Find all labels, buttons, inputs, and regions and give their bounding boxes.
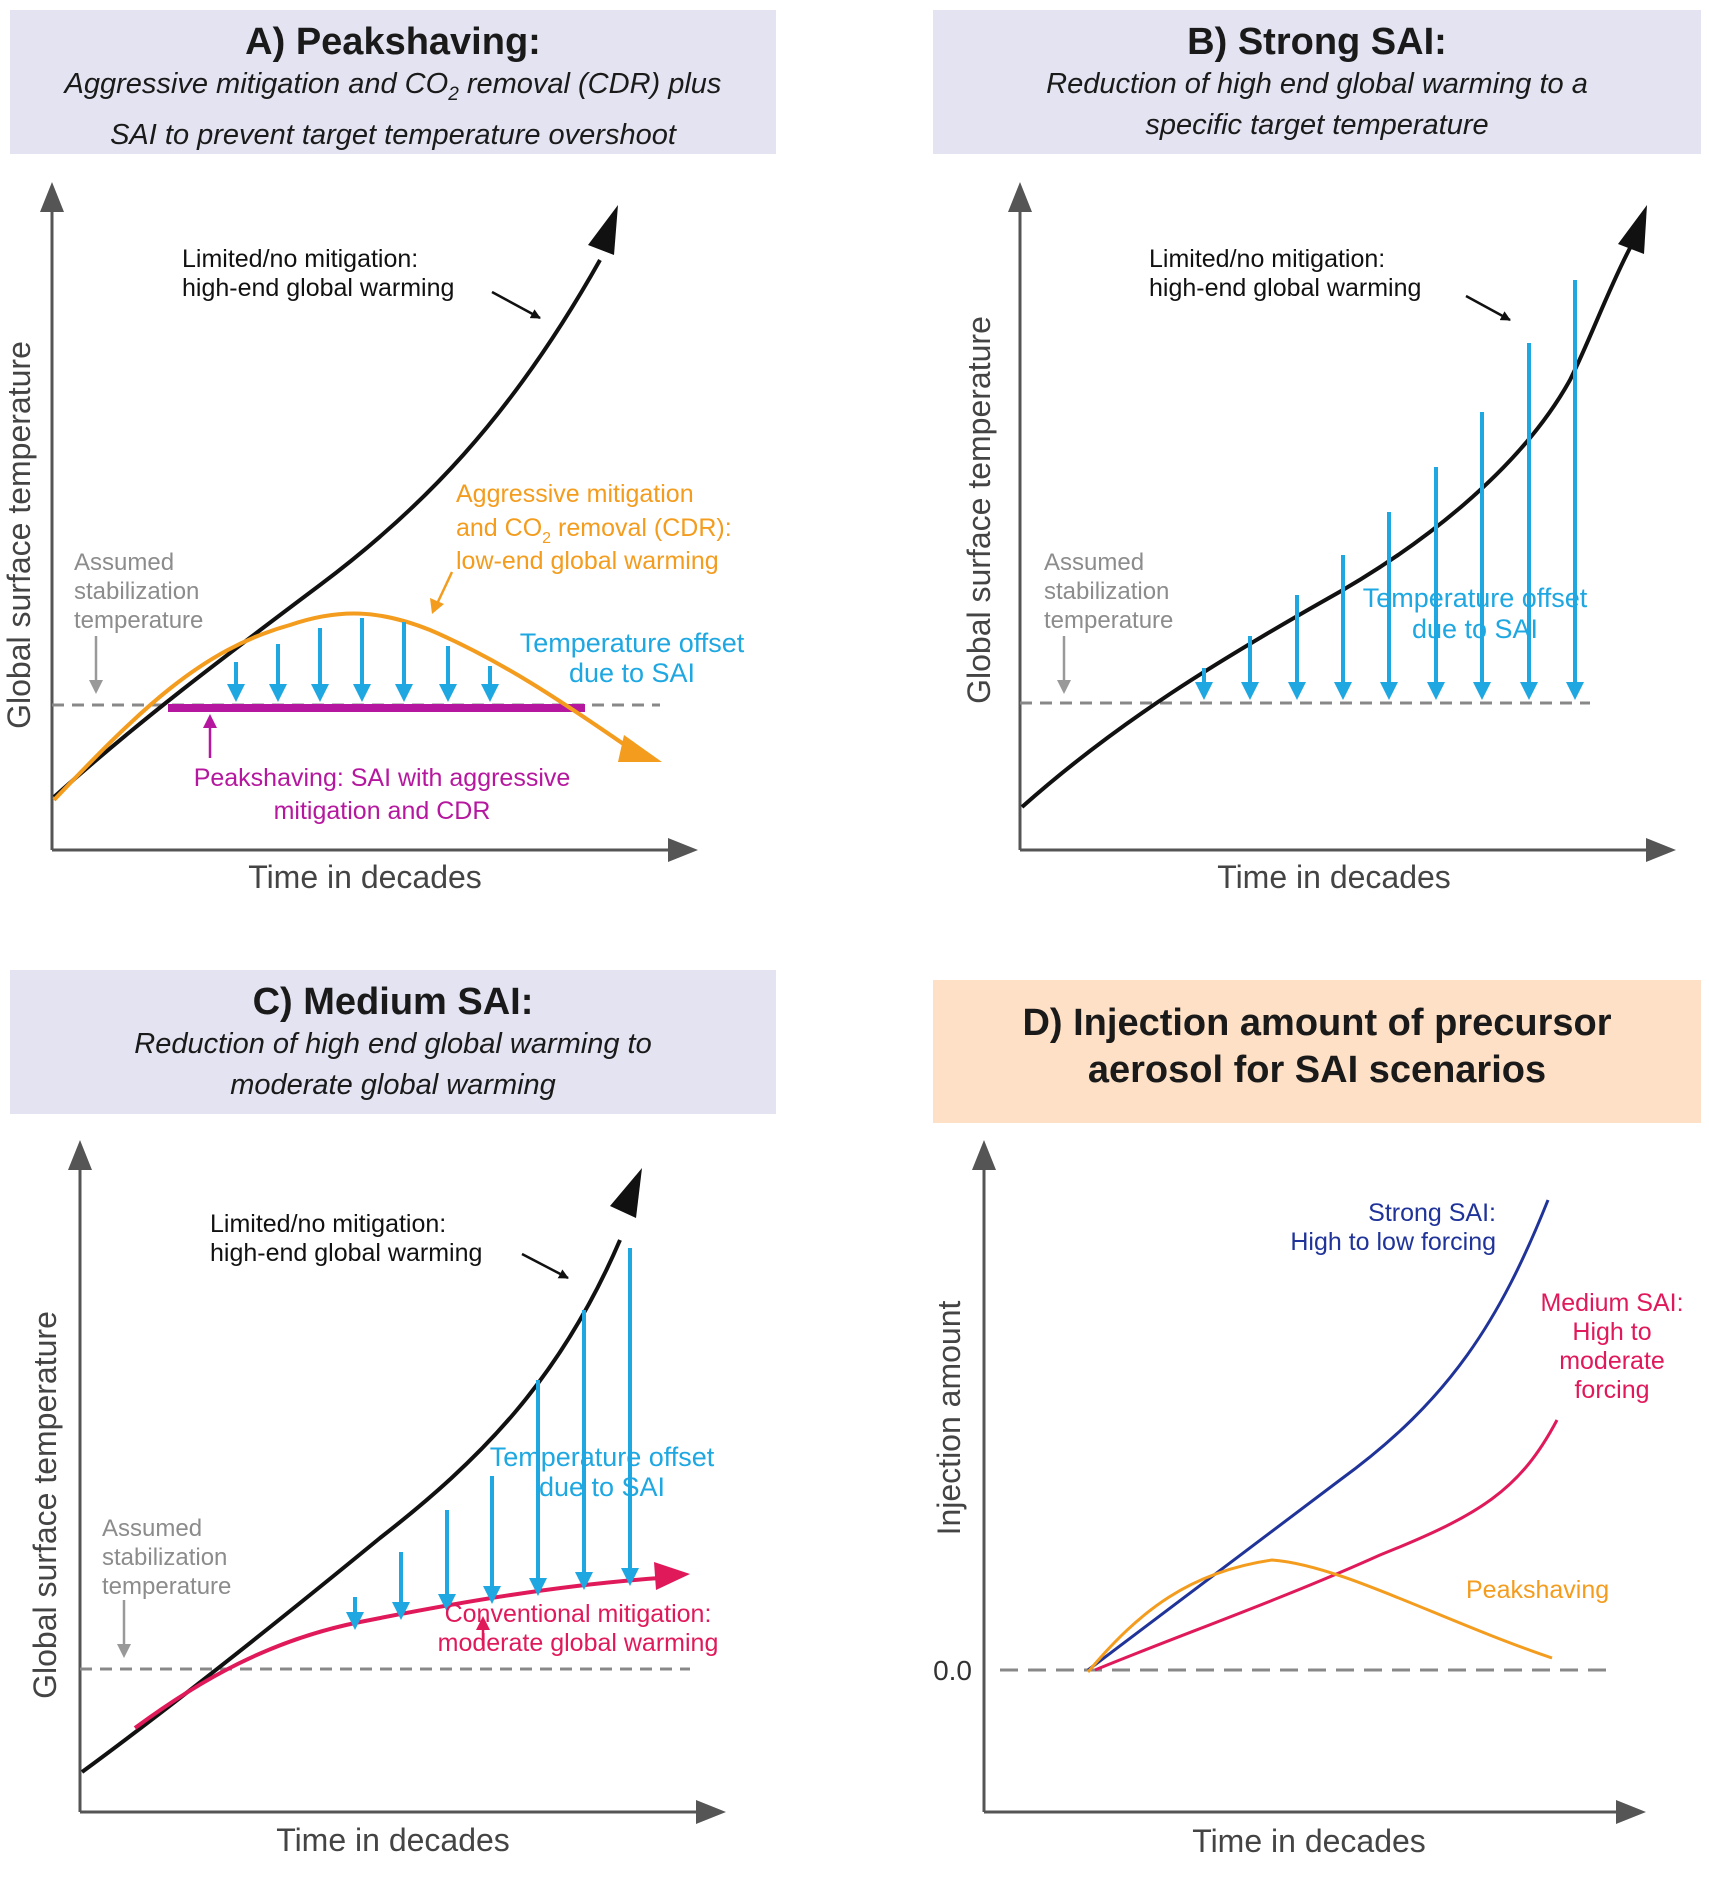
panel-b-subtitle-line2: specific target temperature [1145, 109, 1489, 141]
panel-d-peakshaving-curve [1086, 1558, 1553, 1673]
panel-a-axes [40, 182, 698, 862]
panel-c-axes [68, 1140, 726, 1824]
panel-d-medium-label-4: forcing [1574, 1376, 1649, 1404]
panel-b-offset-label-2: due to SAI [1412, 614, 1538, 644]
panel-b-stab-label-1: Assumed [1044, 549, 1144, 576]
panel-b-curve-arrowhead [1618, 205, 1647, 254]
panel-a-stab-label-2: stabilization [74, 578, 199, 605]
panel-c-stab-label-3: temperature [102, 1573, 231, 1600]
panel-a-limited-mitigation-curve [52, 259, 602, 799]
panel-a-subtitle-line1: Aggressive mitigation and CO2 removal (C… [64, 68, 722, 105]
panel-b-axes [1008, 182, 1676, 862]
panel-a-offset-label-2: due to SAI [569, 658, 695, 688]
panel-a-title: A) Peakshaving: [245, 21, 541, 63]
panel-d-ylabel: Injection amount [931, 1300, 967, 1535]
panel-a-xlabel: Time in decades [248, 859, 482, 895]
panel-a-aggressive-label-3: low-end global warming [456, 547, 719, 575]
panel-a-offset-label-1: Temperature offset [520, 628, 745, 658]
panel-c-conventional-label-1: Conventional mitigation: [445, 1600, 712, 1628]
panel-b-offset-label-1: Temperature offset [1363, 583, 1588, 613]
panel-c-offset-label-2: due to SAI [539, 1472, 665, 1502]
panel-a-limited-label-1: Limited/no mitigation: [182, 245, 418, 273]
panel-d-medium-sai-curve [1094, 1419, 1559, 1672]
panel-c-curve-arrowhead [610, 1168, 642, 1218]
panel-b-stab-label-2: stabilization [1044, 578, 1169, 605]
panel-c-limited-label-1: Limited/no mitigation: [210, 1210, 446, 1238]
panel-c-conventional-arrowhead [654, 1562, 690, 1590]
panel-b-limited-label-1: Limited/no mitigation: [1149, 245, 1385, 273]
panel-a-peakshaving-pointer [203, 714, 217, 758]
panel-b-title: B) Strong SAI: [1187, 21, 1447, 63]
panel-d-peakshaving-label: Peakshaving [1466, 1576, 1609, 1604]
panel-c: C) Medium SAI: Reduction of high end glo… [0, 960, 800, 1888]
panel-b-stab-label-3: temperature [1044, 607, 1173, 634]
panel-d-title-line1: D) Injection amount of precursor [1022, 1002, 1612, 1044]
panel-c-header: C) Medium SAI: Reduction of high end glo… [10, 970, 776, 1114]
panel-c-ylabel: Global surface temperature [27, 1311, 63, 1699]
panel-d-strong-label-1: Strong SAI: [1368, 1199, 1496, 1227]
panel-d-medium-label-2: High to [1572, 1318, 1651, 1346]
panel-c-stab-label-2: stabilization [102, 1544, 227, 1571]
panel-d-title-line2: aerosol for SAI scenarios [1087, 1049, 1547, 1091]
panel-a-diagram: Global surface temperature Time in decad… [1, 182, 745, 895]
panel-a: A) Peakshaving: Aggressive mitigation an… [0, 0, 800, 900]
panel-c-subtitle-line1: Reduction of high end global warming to [134, 1028, 652, 1060]
panel-b: B) Strong SAI: Reduction of high end glo… [920, 0, 1709, 900]
panel-c-stab-label-1: Assumed [102, 1515, 202, 1542]
panel-c-temperature-offset-arrows [346, 1248, 639, 1630]
panel-d-medium-label-1: Medium SAI: [1540, 1289, 1683, 1317]
panel-a-stab-label-3: temperature [74, 607, 203, 634]
panel-a-aggressive-label-1: Aggressive mitigation [456, 480, 694, 508]
panel-a-aggressive-pointer [430, 571, 454, 614]
panel-c-subtitle-line2: moderate global warming [230, 1069, 556, 1101]
panel-c-limited-label-2: high-end global warming [210, 1239, 482, 1267]
panel-a-stab-label-1: Assumed [74, 549, 174, 576]
panel-a-aggressive-label-2: and CO2 removal (CDR): [456, 514, 732, 547]
panel-b-limited-pointer [1465, 294, 1511, 322]
panel-a-limited-label-2: high-end global warming [182, 274, 454, 302]
panel-a-peakshaving-label-2: mitigation and CDR [274, 797, 491, 825]
panel-b-limited-mitigation-curve [1020, 247, 1632, 809]
panel-b-header: B) Strong SAI: Reduction of high end glo… [933, 10, 1701, 154]
panel-c-stabilization-pointer [117, 1600, 131, 1658]
panel-c-conventional-mitigation-curve [133, 1576, 661, 1730]
panel-c-diagram: Global surface temperature Time in decad… [27, 1140, 726, 1858]
panel-a-subtitle-line2: SAI to prevent target temperature oversh… [110, 118, 676, 151]
panel-d: D) Injection amount of precursor aerosol… [920, 960, 1709, 1888]
panel-b-ylabel: Global surface temperature [961, 316, 997, 704]
panel-a-temperature-offset-arrows [227, 618, 499, 702]
panel-d-diagram: Injection amount Time in decades 0.0 Str… [931, 1140, 1684, 1859]
panel-d-zero-tick: 0.0 [933, 1655, 972, 1686]
panel-c-limited-pointer [521, 1252, 569, 1280]
panel-b-temperature-offset-arrows [1195, 280, 1584, 700]
panel-b-diagram: Global surface temperature Time in decad… [961, 182, 1676, 895]
panel-d-medium-label-3: moderate [1559, 1347, 1665, 1375]
panel-c-conventional-pointer [476, 1616, 490, 1646]
panel-d-xlabel: Time in decades [1192, 1823, 1426, 1859]
panel-a-aggressive-mitigation-curve [52, 611, 637, 802]
panel-d-strong-label-2: High to low forcing [1290, 1228, 1496, 1256]
panel-a-ylabel: Global surface temperature [1, 341, 37, 729]
panel-c-xlabel: Time in decades [276, 1822, 510, 1858]
panel-a-peakshaving-label-1: Peakshaving: SAI with aggressive [194, 764, 571, 792]
panel-a-header: A) Peakshaving: Aggressive mitigation an… [10, 10, 776, 154]
panel-a-orange-arrowhead [618, 735, 662, 762]
panel-d-header: D) Injection amount of precursor aerosol… [933, 980, 1701, 1123]
panel-b-xlabel: Time in decades [1217, 859, 1451, 895]
panel-a-limited-pointer [491, 290, 541, 320]
panel-c-conventional-label-2: moderate global warming [438, 1629, 719, 1657]
panel-d-axes [972, 1140, 1646, 1824]
panel-b-limited-label-2: high-end global warming [1149, 274, 1421, 302]
panel-b-subtitle-line1: Reduction of high end global warming to … [1046, 68, 1588, 100]
panel-b-stabilization-pointer [1057, 636, 1071, 694]
panel-c-offset-label-1: Temperature offset [490, 1442, 715, 1472]
panel-a-curve-arrowhead [588, 205, 618, 255]
panel-d-strong-sai-curve [1087, 1199, 1550, 1672]
panel-a-stabilization-pointer [89, 636, 103, 694]
panel-c-title: C) Medium SAI: [252, 981, 534, 1023]
